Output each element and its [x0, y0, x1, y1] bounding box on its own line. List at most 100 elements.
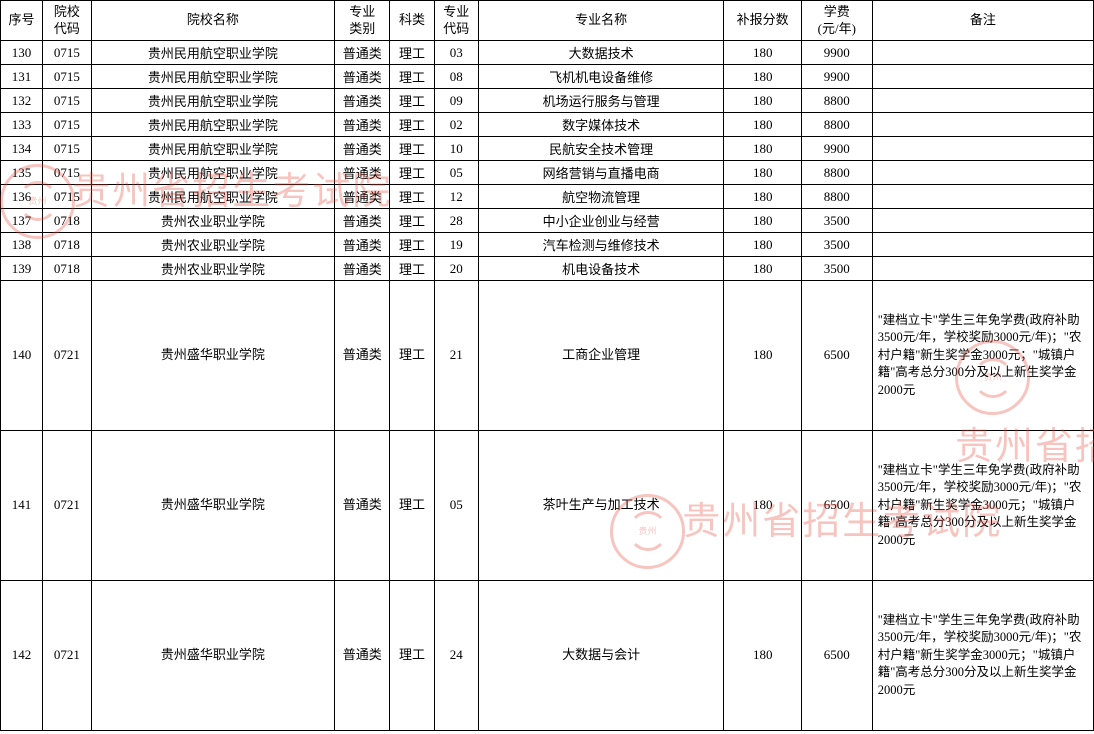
cell-remarks	[872, 233, 1093, 257]
table-row: 1420721贵州盛华职业学院普通类理工24大数据与会计1806500"建档立卡…	[1, 581, 1094, 731]
cell-remarks	[872, 161, 1093, 185]
cell-score: 180	[724, 185, 801, 209]
cell-school_name: 贵州民用航空职业学院	[91, 113, 334, 137]
cell-score: 180	[724, 431, 801, 581]
cell-school_name: 贵州盛华职业学院	[91, 431, 334, 581]
table-row: 1360715贵州民用航空职业学院普通类理工12航空物流管理1808800	[1, 185, 1094, 209]
cell-major_category: 普通类	[335, 209, 390, 233]
cell-school_code: 0715	[43, 137, 92, 161]
cell-remarks	[872, 113, 1093, 137]
cell-seq: 138	[1, 233, 43, 257]
cell-tuition: 6500	[801, 431, 872, 581]
cell-remarks	[872, 137, 1093, 161]
cell-remarks: "建档立卡"学生三年免学费(政府补助3500元/年，学校奖励3000元/年)；"…	[872, 581, 1093, 731]
cell-major_code: 05	[434, 431, 478, 581]
cell-score: 180	[724, 209, 801, 233]
cell-major_category: 普通类	[335, 65, 390, 89]
table-row: 1340715贵州民用航空职业学院普通类理工10民航安全技术管理1809900	[1, 137, 1094, 161]
cell-score: 180	[724, 581, 801, 731]
cell-school_code: 0715	[43, 185, 92, 209]
cell-school_name: 贵州民用航空职业学院	[91, 185, 334, 209]
cell-seq: 137	[1, 209, 43, 233]
cell-remarks	[872, 257, 1093, 281]
cell-major_code: 09	[434, 89, 478, 113]
cell-school_name: 贵州民用航空职业学院	[91, 161, 334, 185]
cell-major_code: 05	[434, 161, 478, 185]
cell-school_code: 0715	[43, 89, 92, 113]
cell-major_category: 普通类	[335, 89, 390, 113]
cell-school_code: 0715	[43, 161, 92, 185]
column-header-remarks: 备注	[872, 1, 1093, 41]
cell-remarks	[872, 65, 1093, 89]
cell-seq: 140	[1, 281, 43, 431]
cell-school_code: 0715	[43, 41, 92, 65]
cell-major_code: 03	[434, 41, 478, 65]
cell-major_name: 航空物流管理	[478, 185, 724, 209]
cell-major_name: 民航安全技术管理	[478, 137, 724, 161]
cell-score: 180	[724, 89, 801, 113]
cell-school_name: 贵州农业职业学院	[91, 233, 334, 257]
cell-major_category: 普通类	[335, 137, 390, 161]
cell-seq: 136	[1, 185, 43, 209]
cell-major_code: 10	[434, 137, 478, 161]
cell-tuition: 9900	[801, 41, 872, 65]
cell-major_name: 工商企业管理	[478, 281, 724, 431]
table-row: 1330715贵州民用航空职业学院普通类理工02数字媒体技术1808800	[1, 113, 1094, 137]
cell-score: 180	[724, 233, 801, 257]
column-header-school_name: 院校名称	[91, 1, 334, 41]
cell-remarks	[872, 209, 1093, 233]
table-row: 1300715贵州民用航空职业学院普通类理工03大数据技术1809900	[1, 41, 1094, 65]
table-header: 序号院校代码院校名称专业类别科类专业代码专业名称补报分数学费(元/年)备注	[1, 1, 1094, 41]
cell-school_code: 0721	[43, 431, 92, 581]
cell-subject: 理工	[390, 137, 434, 161]
cell-major_code: 28	[434, 209, 478, 233]
cell-subject: 理工	[390, 65, 434, 89]
cell-school_code: 0721	[43, 281, 92, 431]
cell-major_code: 19	[434, 233, 478, 257]
cell-seq: 142	[1, 581, 43, 731]
table-body: 1300715贵州民用航空职业学院普通类理工03大数据技术18099001310…	[1, 41, 1094, 731]
column-header-seq: 序号	[1, 1, 43, 41]
cell-school_name: 贵州盛华职业学院	[91, 581, 334, 731]
cell-major_name: 茶叶生产与加工技术	[478, 431, 724, 581]
cell-school_name: 贵州民用航空职业学院	[91, 41, 334, 65]
cell-seq: 134	[1, 137, 43, 161]
column-header-major_category: 专业类别	[335, 1, 390, 41]
cell-subject: 理工	[390, 161, 434, 185]
cell-seq: 139	[1, 257, 43, 281]
cell-subject: 理工	[390, 281, 434, 431]
cell-school_name: 贵州农业职业学院	[91, 257, 334, 281]
cell-major_name: 中小企业创业与经营	[478, 209, 724, 233]
cell-subject: 理工	[390, 113, 434, 137]
column-header-major_name: 专业名称	[478, 1, 724, 41]
cell-score: 180	[724, 281, 801, 431]
cell-major_category: 普通类	[335, 257, 390, 281]
cell-major_category: 普通类	[335, 113, 390, 137]
column-header-score: 补报分数	[724, 1, 801, 41]
cell-major_category: 普通类	[335, 185, 390, 209]
cell-seq: 141	[1, 431, 43, 581]
cell-remarks: "建档立卡"学生三年免学费(政府补助3500元/年，学校奖励3000元/年)；"…	[872, 431, 1093, 581]
cell-school_code: 0718	[43, 233, 92, 257]
table-row: 1410721贵州盛华职业学院普通类理工05茶叶生产与加工技术1806500"建…	[1, 431, 1094, 581]
cell-seq: 130	[1, 41, 43, 65]
cell-subject: 理工	[390, 41, 434, 65]
cell-subject: 理工	[390, 185, 434, 209]
cell-score: 180	[724, 65, 801, 89]
cell-tuition: 9900	[801, 65, 872, 89]
admission-table: 序号院校代码院校名称专业类别科类专业代码专业名称补报分数学费(元/年)备注 13…	[0, 0, 1094, 731]
column-header-school_code: 院校代码	[43, 1, 92, 41]
cell-school_code: 0718	[43, 209, 92, 233]
cell-major_code: 02	[434, 113, 478, 137]
cell-major_code: 12	[434, 185, 478, 209]
column-header-major_code: 专业代码	[434, 1, 478, 41]
cell-tuition: 8800	[801, 185, 872, 209]
cell-subject: 理工	[390, 209, 434, 233]
cell-major_code: 21	[434, 281, 478, 431]
cell-major_category: 普通类	[335, 41, 390, 65]
cell-major_name: 机电设备技术	[478, 257, 724, 281]
cell-major_category: 普通类	[335, 281, 390, 431]
cell-major_name: 大数据技术	[478, 41, 724, 65]
cell-seq: 133	[1, 113, 43, 137]
cell-remarks	[872, 185, 1093, 209]
